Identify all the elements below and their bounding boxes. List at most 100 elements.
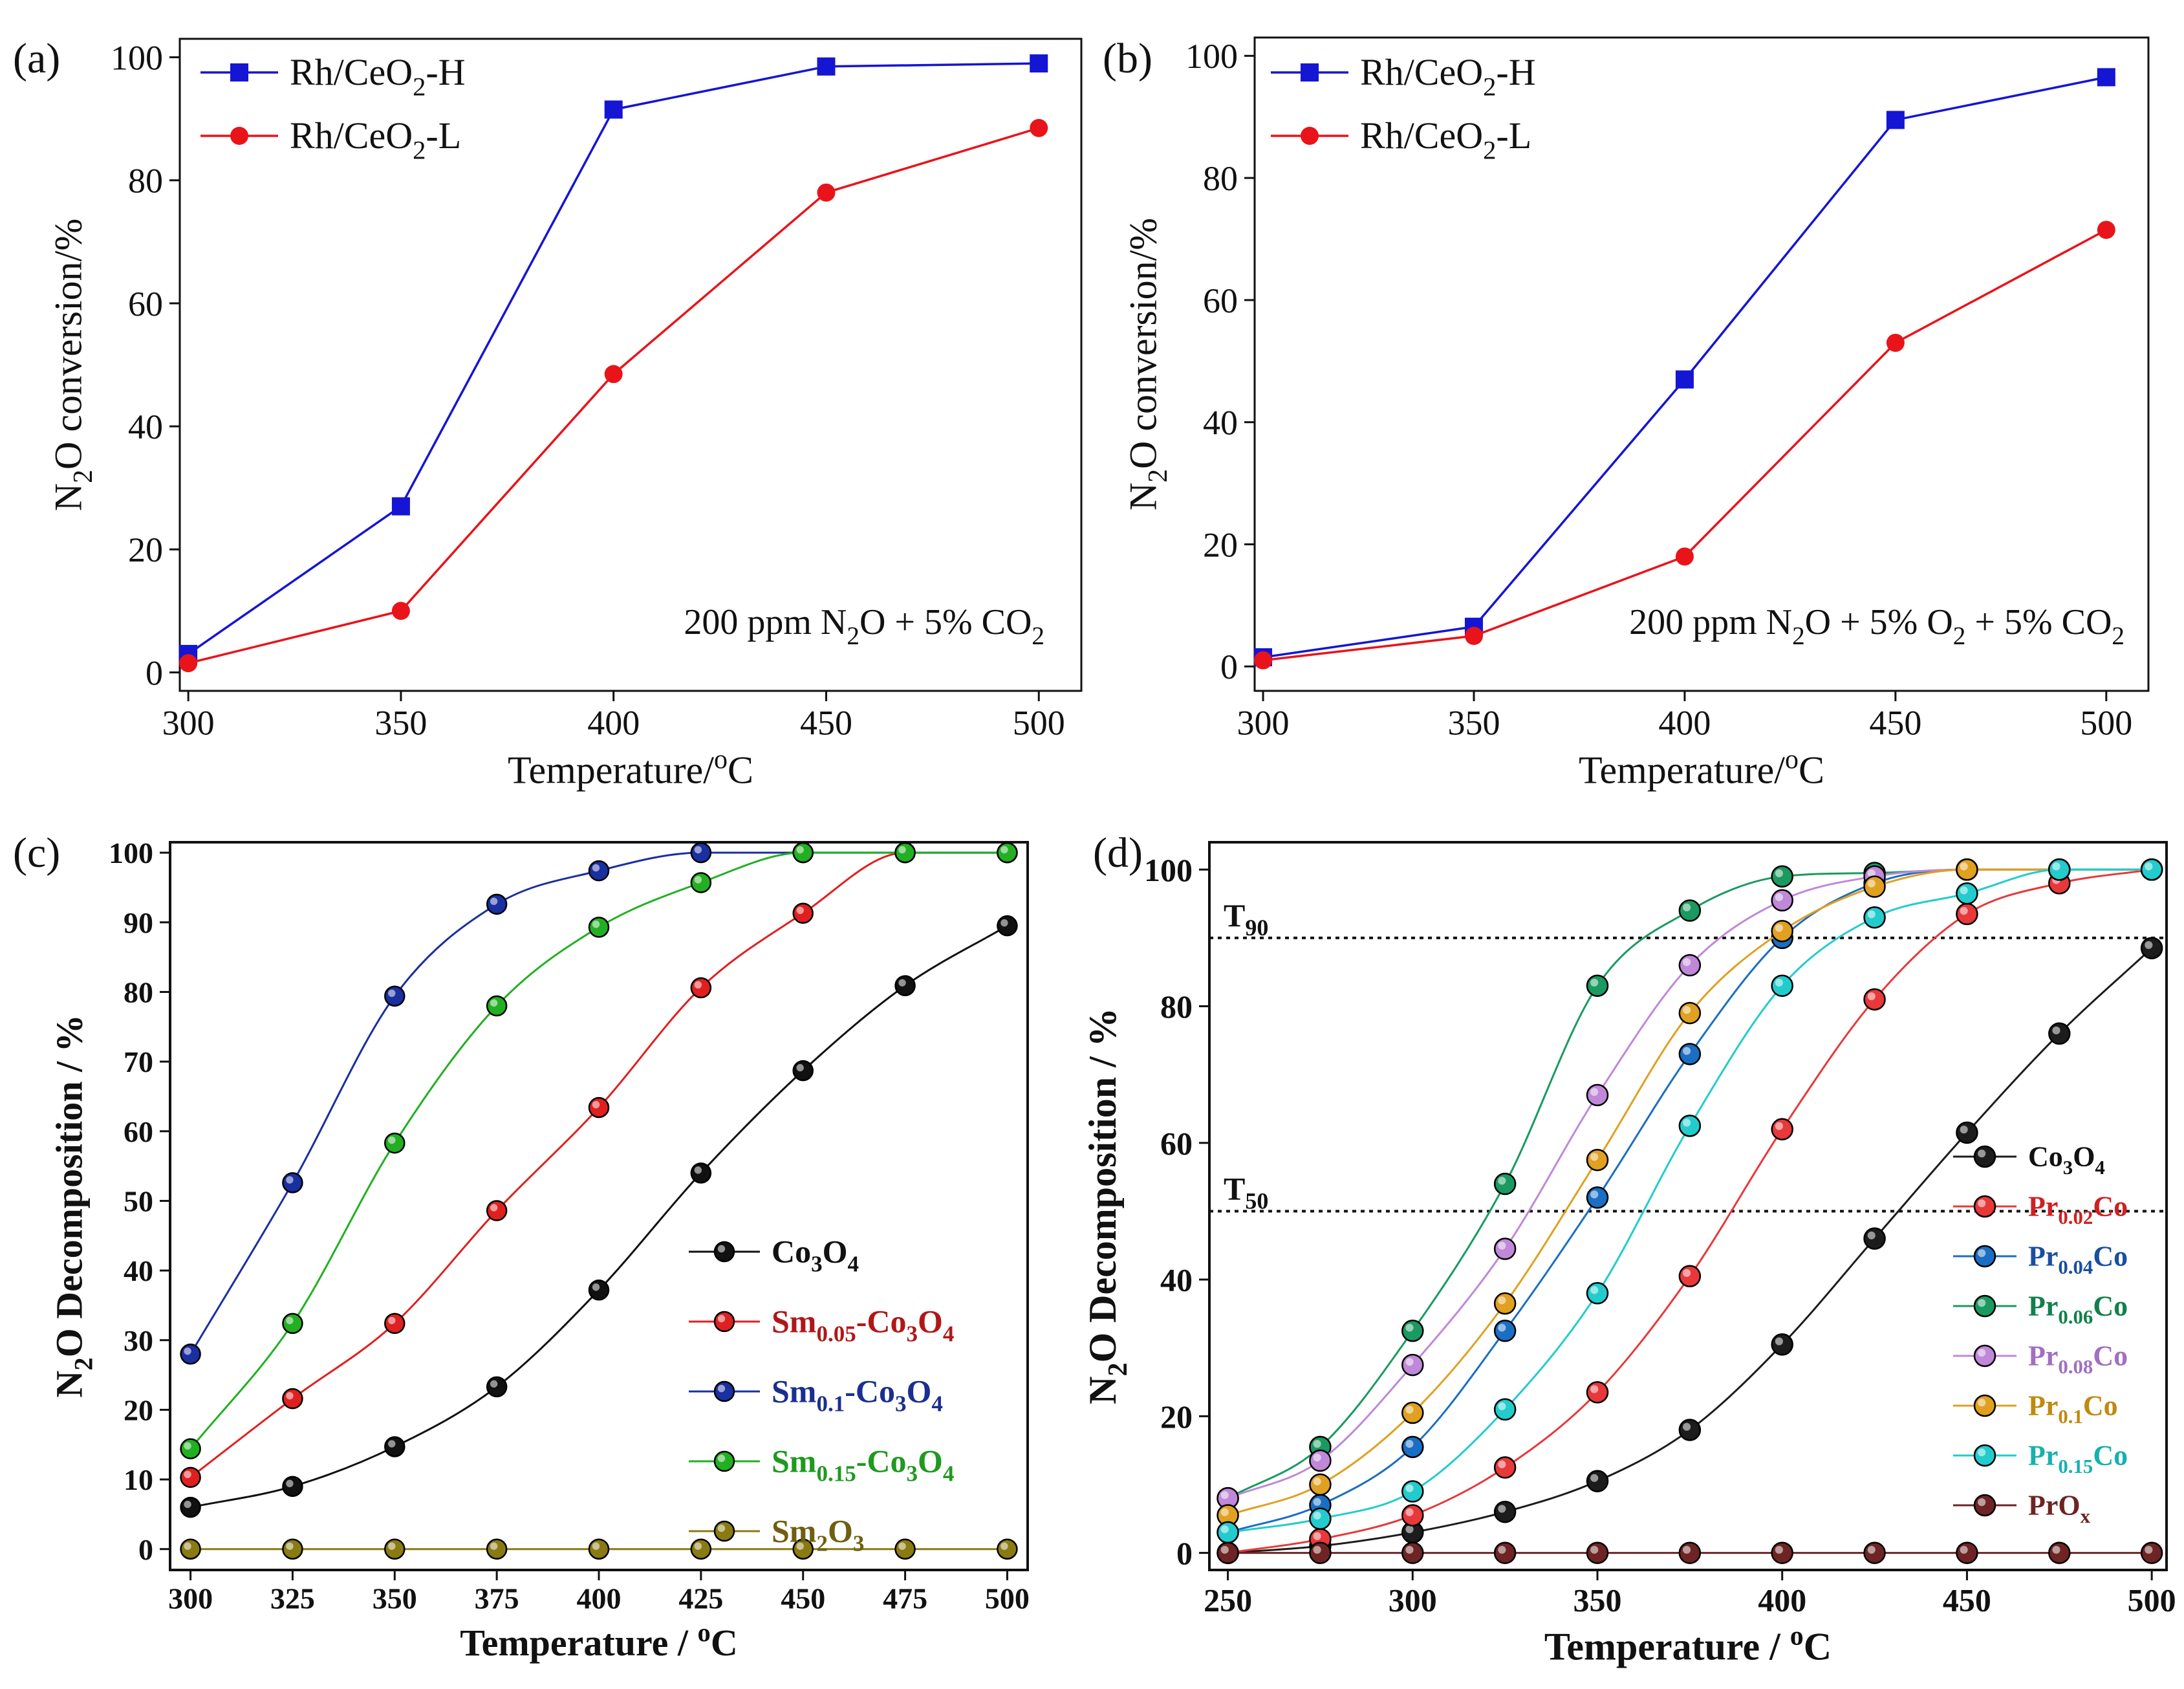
data-point-highlight	[1000, 845, 1008, 854]
series-Co3O4	[1216, 937, 2163, 1564]
legend-marker	[230, 63, 248, 82]
x-tick-label: 400	[577, 1582, 622, 1615]
data-point-highlight	[1867, 910, 1876, 919]
legend-marker-highlight	[1978, 1498, 1986, 1507]
x-tick-label: 425	[678, 1582, 723, 1615]
data-point	[179, 654, 198, 673]
data-point-highlight	[1775, 869, 1783, 878]
legend-marker	[1973, 1344, 1996, 1368]
data-point-highlight	[1960, 862, 1968, 871]
data-point	[1771, 889, 1793, 912]
data-point	[1886, 333, 1905, 352]
series-Co3O4	[180, 915, 1018, 1518]
legend-marker	[1301, 63, 1319, 82]
x-tick-label: 300	[1237, 703, 1290, 742]
data-point-highlight	[796, 1063, 804, 1072]
data-point	[1678, 1001, 1702, 1025]
legend-marker	[1973, 1494, 1996, 1517]
data-point	[792, 842, 814, 864]
legend-marker	[713, 1450, 735, 1472]
data-point	[180, 1538, 201, 1560]
data-point	[792, 902, 814, 924]
legend-label: Sm0.15-Co3O4	[772, 1443, 954, 1487]
data-point	[1309, 1507, 1332, 1531]
data-point	[1493, 1237, 1517, 1260]
legend-label: Co3O4	[2028, 1141, 2105, 1179]
data-point	[1771, 1542, 1793, 1564]
data-point-highlight	[1590, 1286, 1599, 1294]
chart-panel-d: (d) 250 300 350 400 450 500 0 20 40 60 80 100 Tempera…	[1081, 829, 2176, 1668]
data-point-highlight	[1867, 1231, 1876, 1239]
y-tick-label: 90	[124, 906, 153, 939]
data-point-highlight	[1313, 1454, 1321, 1462]
x-tick-label: 350	[1573, 1582, 1622, 1618]
data-point-highlight	[1590, 1087, 1599, 1096]
data-point-highlight	[1590, 978, 1599, 987]
legend-marker-highlight	[1978, 1150, 1986, 1158]
data-point	[1956, 1542, 1978, 1564]
data-point-highlight	[490, 1380, 498, 1388]
data-point	[1493, 1456, 1517, 1479]
y-tick-label: 40	[128, 408, 163, 446]
series-Pr0.08Co	[1216, 858, 2163, 1510]
x-axis-label: Temperature / oC	[1544, 1622, 1832, 1668]
data-point	[1956, 1121, 1978, 1144]
data-point-highlight	[490, 1204, 498, 1212]
data-point-highlight	[1590, 1474, 1599, 1482]
y-tick-label: 0	[1220, 648, 1238, 686]
y-tick-label: 20	[128, 530, 163, 569]
data-point	[180, 1496, 201, 1518]
data-point-highlight	[184, 1500, 191, 1509]
data-point	[894, 842, 916, 864]
data-point-highlight	[1867, 992, 1876, 1001]
data-point	[384, 1132, 405, 1154]
data-point	[588, 917, 610, 938]
data-point	[1771, 1333, 1793, 1356]
data-point-highlight	[1682, 1006, 1691, 1014]
data-point	[588, 860, 610, 882]
data-point-highlight	[184, 1442, 191, 1450]
x-tick-label: 350	[373, 1582, 417, 1615]
legend: Co3O4 Sm0.05-Co3O4 Sm0.1-Co3O4 Sm0.15-Co3O4…	[689, 1234, 954, 1556]
legend-marker	[713, 1241, 735, 1263]
data-point	[1030, 118, 1048, 137]
legend-label: Rh/CeO2-H	[290, 51, 466, 101]
y-tick-label: 70	[124, 1045, 153, 1078]
series-Rh/CeO2-H	[1254, 68, 2115, 667]
plot-frame	[1253, 36, 2150, 692]
data-point-highlight	[1405, 1545, 1414, 1554]
legend-marker	[1973, 1245, 1996, 1268]
data-point-highlight	[1220, 1508, 1229, 1516]
data-point-highlight	[1405, 1508, 1414, 1516]
data-point-highlight	[1682, 1269, 1691, 1278]
legend-label: Co3O4	[772, 1234, 859, 1277]
data-point	[384, 985, 405, 1007]
data-point	[282, 1476, 303, 1498]
legend-marker	[713, 1520, 735, 1542]
y-tick-label: 40	[1160, 1262, 1193, 1298]
data-point-highlight	[2145, 862, 2153, 871]
data-point-highlight	[1682, 958, 1691, 966]
series-Sm2O3	[180, 1538, 1018, 1560]
y-tick-label: 20	[124, 1393, 153, 1426]
legend-label: Rh/CeO2-L	[1360, 114, 1531, 164]
data-point	[1863, 988, 1886, 1011]
legend-marker-highlight	[1978, 1199, 1986, 1208]
data-point-highlight	[490, 1542, 498, 1550]
panel-label: (c)	[13, 829, 60, 877]
x-tick-label: 450	[800, 703, 852, 742]
data-point-highlight	[1960, 907, 1968, 915]
data-point	[792, 1060, 814, 1082]
data-point-highlight	[1000, 919, 1008, 927]
data-point	[1956, 882, 1978, 905]
data-point	[894, 1538, 916, 1560]
data-point	[1675, 370, 1694, 389]
data-point	[391, 602, 410, 620]
data-point-highlight	[490, 897, 498, 906]
data-point	[1771, 865, 1793, 888]
panel-label: (d)	[1093, 829, 1143, 877]
data-point	[1030, 54, 1048, 73]
y-axis-label: N2O Decomposition / %	[1081, 1008, 1133, 1404]
data-point	[1493, 1542, 1517, 1564]
legend-label: Pr0.08Co	[2028, 1340, 2128, 1378]
